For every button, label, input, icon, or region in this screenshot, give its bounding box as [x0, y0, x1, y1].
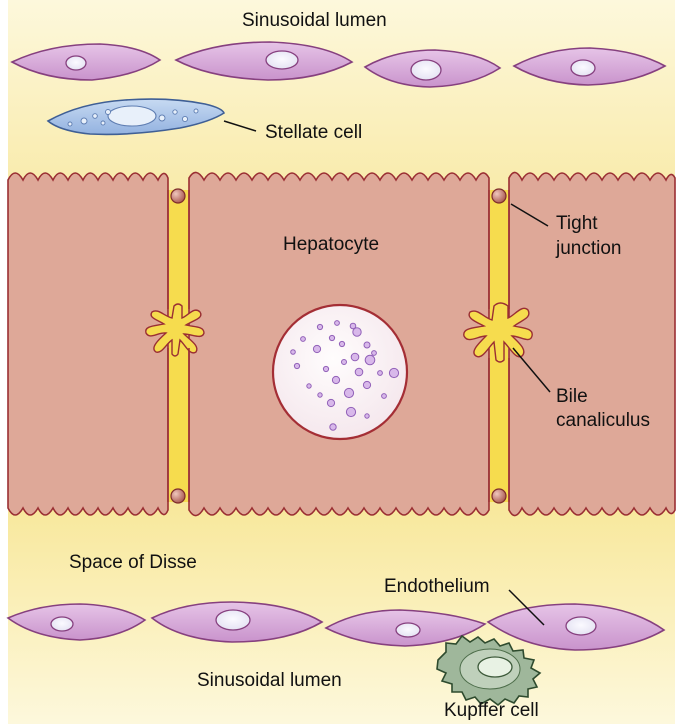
label-tight-junction-line2: junction — [556, 238, 622, 259]
tight-junction — [170, 188, 186, 204]
endothelial-nucleus — [410, 59, 442, 81]
label-bile-canaliculus-line2: canaliculus — [556, 410, 650, 431]
kupffer-cell — [436, 634, 542, 707]
label-stellate-cell: Stellate cell — [265, 122, 363, 143]
bile-canaliculus-leader-line — [512, 347, 551, 393]
endothelial-cell — [174, 41, 354, 81]
bottom-endothelium — [6, 601, 666, 651]
endothelial-nucleus — [565, 616, 597, 636]
stellate-leader-line — [223, 120, 257, 132]
label-endothelium: Endothelium — [384, 576, 490, 597]
tight-junction-leader-line — [510, 203, 549, 227]
label-tight-junction-line1: Tight — [556, 213, 598, 234]
label-hepatocyte: Hepatocyte — [283, 234, 380, 255]
stellate-cell — [46, 98, 225, 136]
tight-junction — [170, 488, 186, 504]
bile-canaliculus-left — [145, 303, 205, 357]
endothelial-nucleus — [50, 616, 74, 632]
tight-junction — [491, 488, 507, 504]
endothelial-cell — [6, 603, 147, 641]
channel-edges — [167, 190, 510, 502]
label-sinusoidal-lumen-top: Sinusoidal lumen — [242, 10, 387, 31]
top-endothelium — [10, 41, 667, 88]
endothelium-leader-line — [508, 589, 545, 626]
endothelial-nucleus — [265, 50, 299, 70]
hepatocyte-cell-right — [508, 171, 676, 517]
label-sinusoidal-lumen-bottom: Sinusoidal lumen — [197, 670, 342, 691]
tight-junction — [491, 188, 507, 204]
label-bile-canaliculus-line1: Bile — [556, 386, 588, 407]
endothelial-nucleus — [65, 55, 87, 71]
bile-canaliculus-right — [463, 302, 533, 363]
endothelial-nucleus — [395, 622, 421, 638]
endothelial-nucleus — [570, 59, 596, 77]
hepatocyte-nucleus — [271, 303, 409, 441]
label-space-of-disse: Space of Disse — [69, 552, 197, 573]
hepatocyte-cell-left — [7, 172, 169, 516]
endothelial-nucleus — [215, 609, 251, 631]
label-kupffer-cell: Kupffer cell — [444, 700, 539, 721]
